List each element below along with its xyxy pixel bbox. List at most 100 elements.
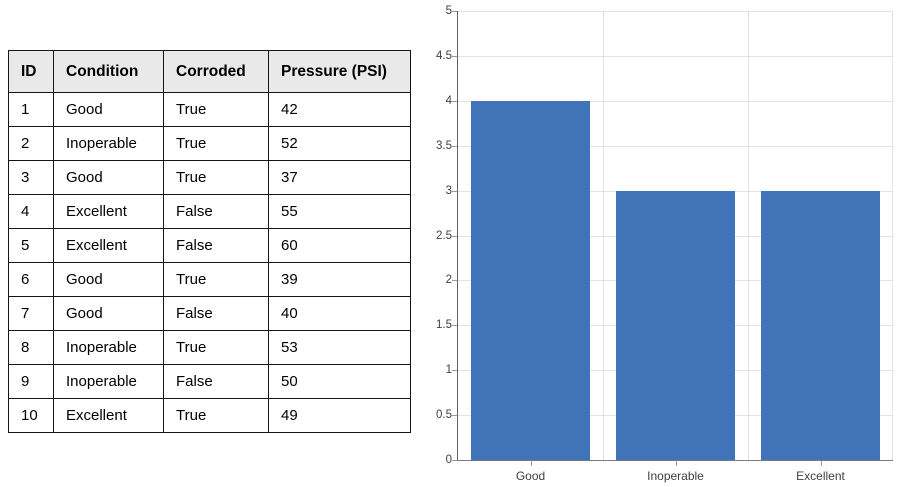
table-cell: 50 xyxy=(268,364,411,399)
table-cell: True xyxy=(163,92,269,127)
y-axis-tick-label: 1 xyxy=(445,364,452,377)
x-axis-category-label: Inoperable xyxy=(647,469,704,483)
condition-bar-chart: 0 0.5 1 1.5 2 2.5 3 3.5 4 4.5 5 Good Inoperable Excel… xyxy=(430,0,896,487)
table-header: ID Condition Corroded Pressure (PSI) xyxy=(8,50,411,93)
pipes-data-table: ID Condition Corroded Pressure (PSI) 1 Good T… xyxy=(8,50,411,433)
bar-excellent xyxy=(761,190,880,460)
table-cell: 60 xyxy=(268,228,411,263)
table-cell: Excellent xyxy=(53,228,164,263)
table-cell: True xyxy=(163,262,269,297)
table-row: 3 Good True 37 xyxy=(8,160,411,195)
table-cell: 10 xyxy=(8,398,54,433)
vertical-gridline xyxy=(892,11,893,460)
vertical-gridline xyxy=(748,11,749,460)
table-cell: 3 xyxy=(8,160,54,195)
table-cell: True xyxy=(163,126,269,161)
column-header: Corroded xyxy=(163,50,269,93)
table-cell: 2 xyxy=(8,126,54,161)
table-cell: Good xyxy=(53,92,164,127)
table-cell: 8 xyxy=(8,330,54,365)
table-cell: Good xyxy=(53,296,164,331)
y-axis-tick xyxy=(452,145,458,147)
y-axis-tick-label: 3.5 xyxy=(436,139,452,152)
table-cell: Excellent xyxy=(53,398,164,433)
table-cell: Inoperable xyxy=(53,126,164,161)
table-cell: 5 xyxy=(8,228,54,263)
y-axis-tick xyxy=(452,100,458,102)
table-cell: False xyxy=(163,194,269,229)
horizontal-gridline xyxy=(458,55,893,57)
horizontal-gridline xyxy=(458,145,893,147)
column-header: Condition xyxy=(53,50,164,93)
table-cell: False xyxy=(163,296,269,331)
table-row: 8 Inoperable True 53 xyxy=(8,330,411,365)
table-cell: True xyxy=(163,160,269,195)
table-cell: 39 xyxy=(268,262,411,297)
table-cell: Good xyxy=(53,262,164,297)
table-cell: Inoperable xyxy=(53,330,164,365)
table-cell: 6 xyxy=(8,262,54,297)
table-cell: 53 xyxy=(268,330,411,365)
y-axis-tick-label: 4 xyxy=(445,94,452,107)
y-axis-tick xyxy=(452,235,458,237)
chart-plot-area: 0 0.5 1 1.5 2 2.5 3 3.5 4 4.5 5 Good Inoperable Excel… xyxy=(436,5,893,483)
y-axis-tick-label: 1.5 xyxy=(436,319,452,332)
y-axis-tick xyxy=(452,190,458,192)
table-cell: Inoperable xyxy=(53,364,164,399)
table-row: 7 Good False 40 xyxy=(8,296,411,331)
y-axis-tick xyxy=(452,55,458,57)
table-row: 4 Excellent False 55 xyxy=(8,194,411,229)
x-axis-tick xyxy=(530,461,532,466)
y-axis-tick-label: 3 xyxy=(445,184,452,197)
table-cell: 55 xyxy=(268,194,411,229)
y-axis-tick xyxy=(452,11,458,12)
y-axis-tick-label: 2 xyxy=(445,274,452,287)
x-axis-category-label: Good xyxy=(515,469,546,483)
y-axis-tick xyxy=(452,280,458,282)
table-row: 5 Excellent False 60 xyxy=(8,228,411,263)
table-row: 2 Inoperable True 52 xyxy=(8,126,411,161)
table-cell: True xyxy=(163,398,269,433)
x-axis-tick xyxy=(820,461,822,466)
bar-inoperable xyxy=(616,190,735,460)
table-row: 10 Excellent True 49 xyxy=(8,398,411,433)
y-axis-tick xyxy=(452,370,458,372)
x-axis-line xyxy=(457,459,893,461)
y-axis-tick xyxy=(452,415,458,417)
y-axis-tick-label: 0 xyxy=(445,454,452,466)
table-cell: 37 xyxy=(268,160,411,195)
y-axis-line xyxy=(457,11,459,460)
table-cell: Good xyxy=(53,160,164,195)
x-axis-category-label: Excellent xyxy=(796,469,845,483)
y-axis-tick-label: 0.5 xyxy=(436,409,452,422)
table-row: 9 Inoperable False 50 xyxy=(8,364,411,399)
y-axis-tick-label: 5 xyxy=(445,5,452,17)
y-axis-tick xyxy=(452,325,458,327)
table-cell: 7 xyxy=(8,296,54,331)
x-axis-tick xyxy=(675,461,677,466)
table-cell: 49 xyxy=(268,398,411,433)
table-body: 1 Good True 42 2 Inoperable True 52 3 Good True 37 4… xyxy=(8,92,411,433)
table-cell: False xyxy=(163,364,269,399)
y-axis-tick-label: 4.5 xyxy=(436,49,452,62)
table-cell: 40 xyxy=(268,296,411,331)
column-header: ID xyxy=(8,50,54,93)
table-cell: 4 xyxy=(8,194,54,229)
column-header: Pressure (PSI) xyxy=(268,50,411,93)
table-cell: Excellent xyxy=(53,194,164,229)
y-axis-tick-label: 2.5 xyxy=(436,229,452,242)
table-cell: 42 xyxy=(268,92,411,127)
horizontal-gridline xyxy=(458,11,893,12)
table-cell: 52 xyxy=(268,126,411,161)
table-row: 6 Good True 39 xyxy=(8,262,411,297)
vertical-gridline xyxy=(603,11,604,460)
table-cell: 1 xyxy=(8,92,54,127)
y-axis-tick xyxy=(452,460,458,461)
horizontal-gridline xyxy=(458,100,893,102)
table-header-row: ID Condition Corroded Pressure (PSI) xyxy=(8,50,411,93)
table-cell: True xyxy=(163,330,269,365)
table-cell: 9 xyxy=(8,364,54,399)
bar-good xyxy=(471,100,590,460)
table-cell: False xyxy=(163,228,269,263)
